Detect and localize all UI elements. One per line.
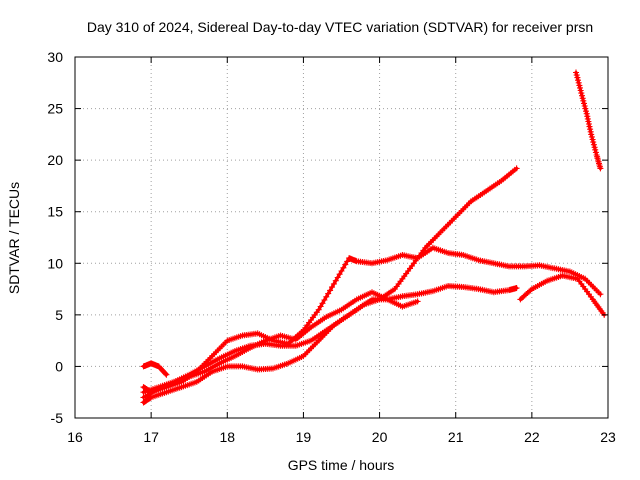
series-4	[140, 289, 421, 401]
y-tick-label: 10	[47, 255, 63, 271]
y-tick-labels: -5 0 5 10 15 20 25 30	[47, 49, 63, 426]
series-7	[573, 69, 604, 172]
x-tick-label: 21	[448, 429, 464, 445]
y-tick-label: 20	[47, 152, 63, 168]
x-tick-label: 16	[67, 429, 83, 445]
series-markers	[573, 69, 604, 172]
grid-lines	[75, 57, 608, 418]
series-markers	[140, 283, 520, 396]
y-axis-label: SDTVAR / TECUs	[6, 182, 22, 294]
series-markers	[140, 360, 170, 378]
x-tick-label: 20	[372, 429, 388, 445]
x-tick-label: 17	[143, 429, 159, 445]
series-line	[141, 284, 519, 394]
series-line	[518, 274, 606, 317]
y-tick-label: 25	[47, 101, 63, 117]
x-tick-label: 23	[600, 429, 616, 445]
x-tick-label: 22	[524, 429, 540, 445]
series-markers	[517, 272, 608, 318]
series-6	[517, 272, 608, 318]
y-tick-label: 0	[55, 358, 63, 374]
axis-ticks	[74, 56, 609, 419]
plot-frame	[74, 56, 609, 419]
x-axis-label: GPS time / hours	[288, 457, 395, 473]
series-3	[140, 283, 520, 396]
chart-title: Day 310 of 2024, Sidereal Day-to-day VTE…	[87, 19, 593, 35]
x-tick-labels: 16 17 18 19 20 21 22 23	[67, 429, 616, 445]
series-5	[140, 360, 170, 378]
series-markers	[140, 289, 421, 401]
data-series	[140, 69, 608, 406]
x-tick-label: 19	[296, 429, 312, 445]
y-tick-label: 30	[47, 49, 63, 65]
y-tick-label: 15	[47, 204, 63, 220]
x-tick-label: 18	[219, 429, 235, 445]
y-tick-label: -5	[51, 410, 64, 426]
y-tick-label: 5	[55, 307, 63, 323]
